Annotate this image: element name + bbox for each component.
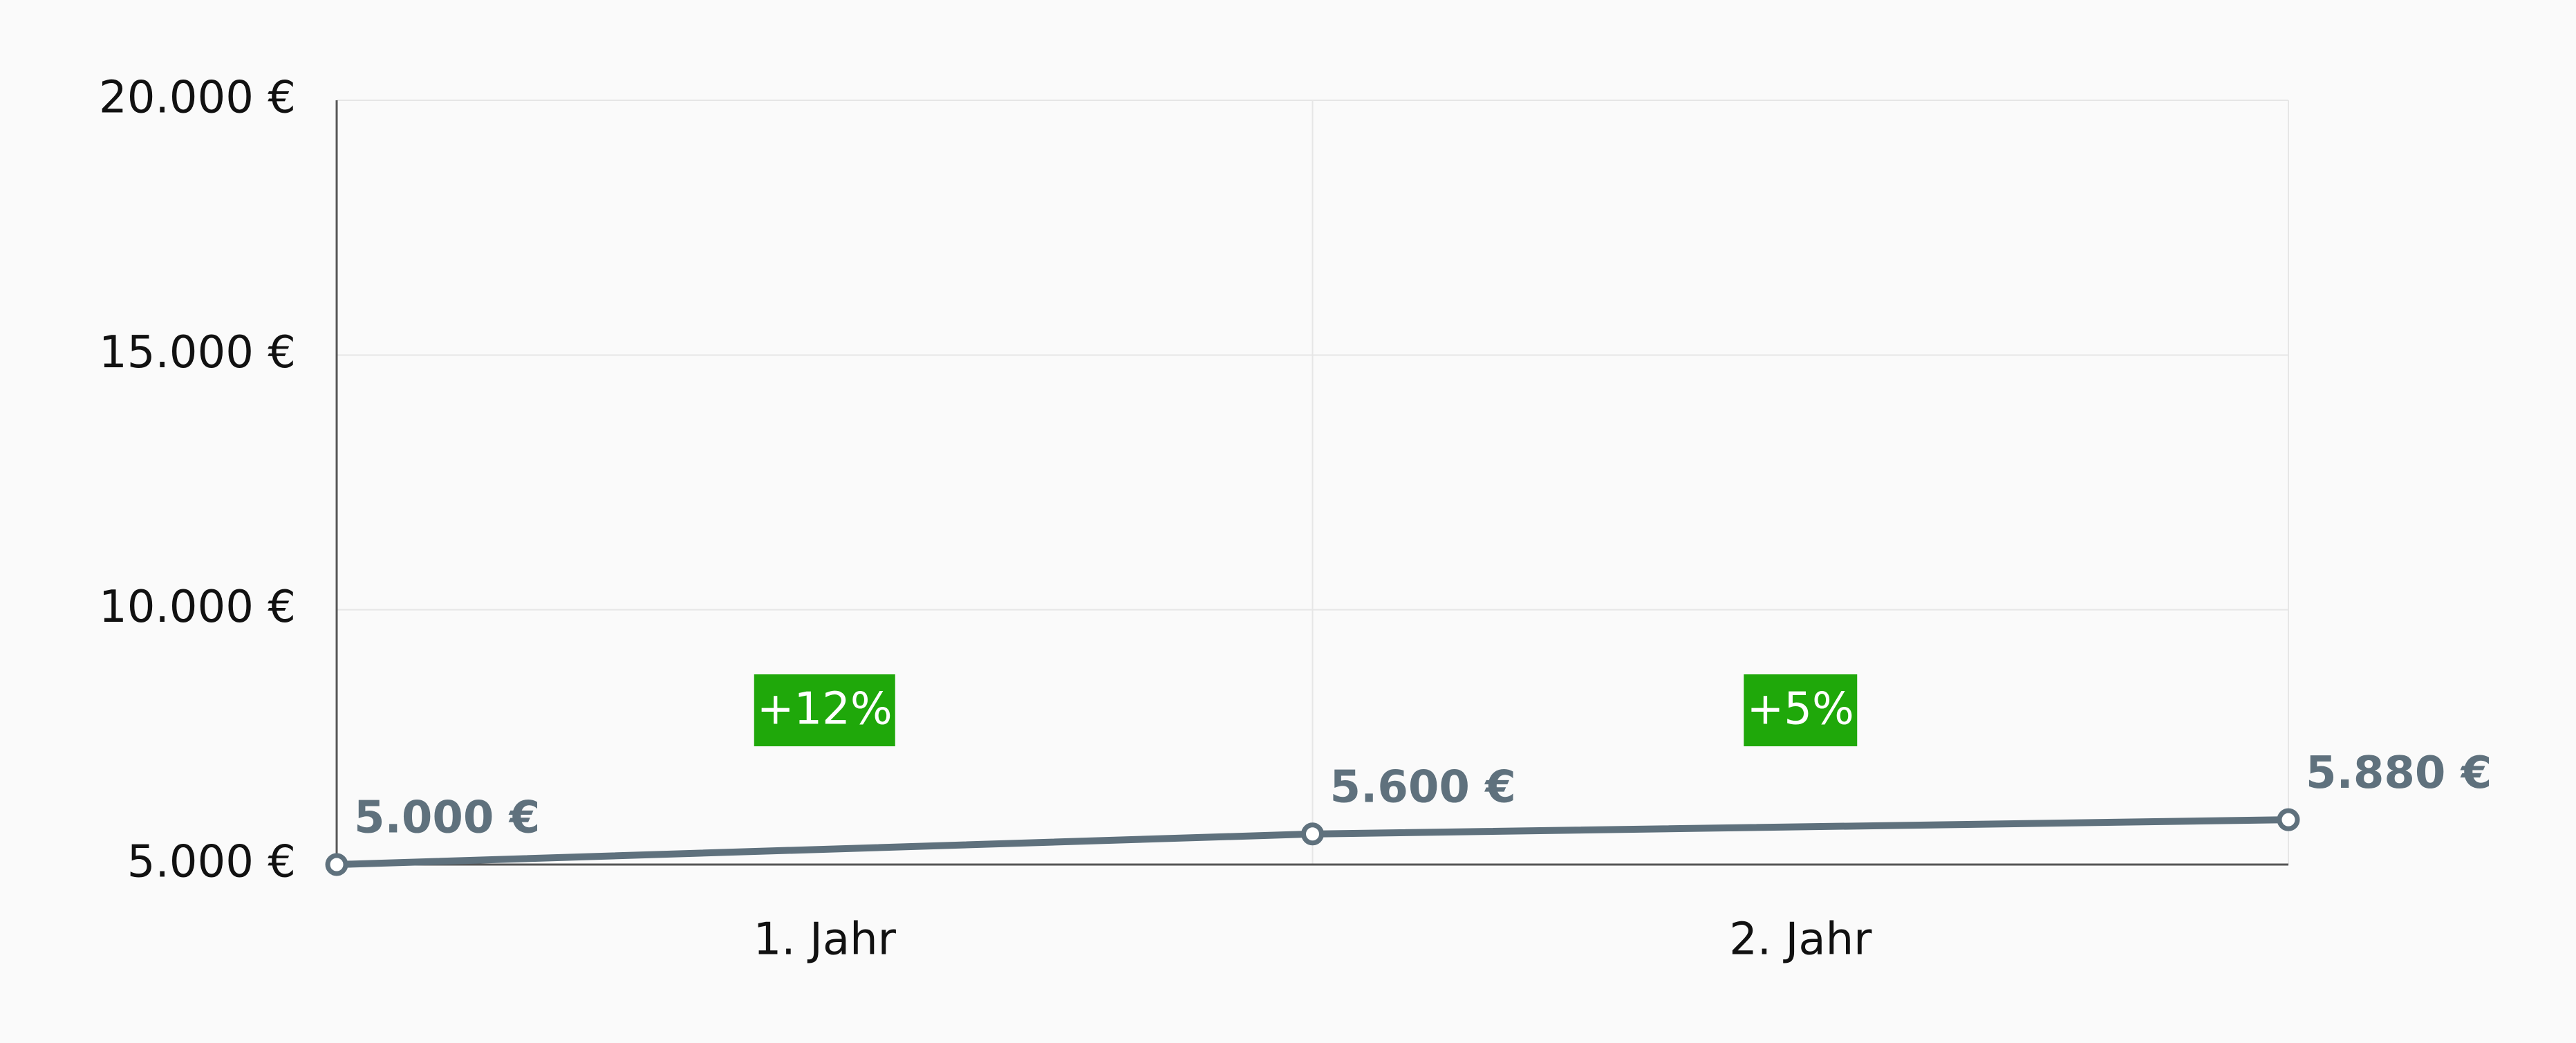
- point: [1301, 822, 1324, 846]
- point: [2277, 808, 2300, 831]
- y-tick-label: 15.000 €: [99, 327, 296, 378]
- y-tick-label: 5.000 €: [127, 837, 296, 888]
- x-tick-label: 1. Jahr: [754, 914, 897, 966]
- growth-badge: [754, 674, 895, 746]
- growth-label: +12%: [757, 684, 893, 735]
- growth-badge: [1744, 674, 1858, 746]
- x-tick-label: 2. Jahr: [1729, 914, 1872, 966]
- y-tick-label: 20.000 €: [99, 73, 296, 124]
- growth-label: +5%: [1747, 684, 1854, 735]
- data-label: 5.000 €: [354, 793, 540, 844]
- y-tick-label: 10.000 €: [99, 582, 296, 633]
- data-label: 5.600 €: [1330, 762, 1516, 813]
- data-label: 5.880 €: [2306, 748, 2492, 799]
- point: [325, 853, 348, 876]
